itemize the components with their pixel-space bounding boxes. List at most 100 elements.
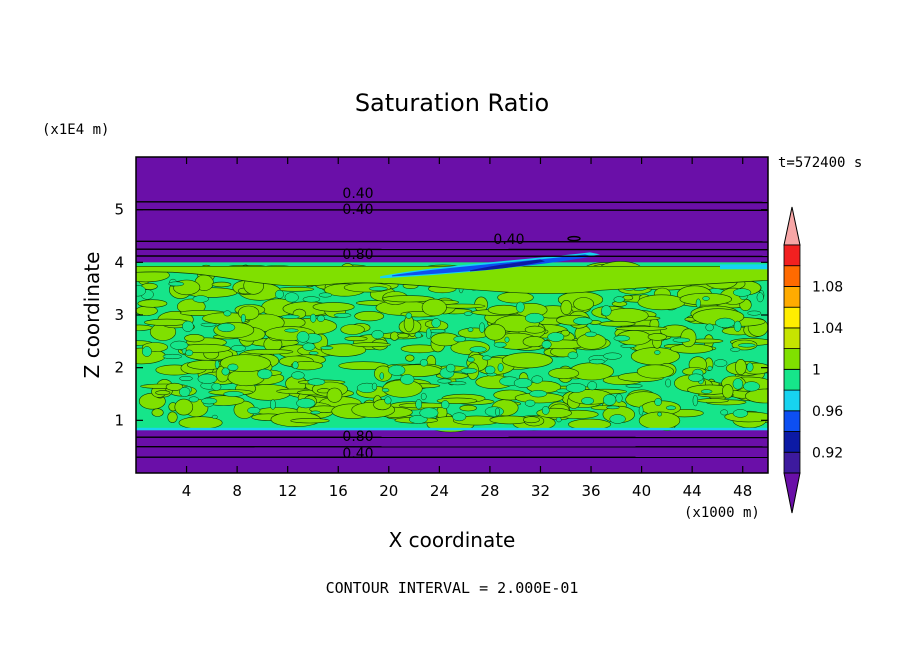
- moisture-cell: [493, 341, 507, 348]
- moisture-cell: [713, 359, 728, 367]
- moisture-cell: [481, 355, 492, 361]
- moisture-cell: [151, 408, 164, 417]
- moisture-cell: [221, 367, 230, 376]
- moisture-cell: [734, 358, 747, 375]
- moisture-cell: [497, 291, 534, 304]
- moisture-cell: [371, 330, 384, 340]
- x-tick-label: 44: [683, 482, 702, 500]
- moisture-cell: [227, 363, 239, 371]
- x-axis-ticks: 4 8 12 16 20 24 28 32 36 40 44 48: [182, 157, 752, 500]
- moisture-cell: [636, 364, 675, 379]
- x-tick-label: 28: [480, 482, 499, 500]
- y-tick-label: 3: [114, 306, 124, 324]
- contour-label-group: 0.40 0.40 0.40 0.80 0.80 0.40: [342, 186, 524, 462]
- x-tick-label: 16: [329, 482, 348, 500]
- moisture-cell: [421, 298, 447, 317]
- contour-line: [567, 235, 581, 242]
- moisture-cell: [211, 281, 232, 288]
- moisture-cell: [547, 332, 565, 342]
- moisture-cell: [408, 415, 428, 424]
- moisture-cell: [230, 344, 247, 352]
- moisture-cell: [269, 399, 276, 410]
- colorbar-swatch: [783, 306, 801, 329]
- moisture-cell: [136, 324, 153, 331]
- moisture-cell: [165, 382, 184, 391]
- colorbar-swatch: [783, 348, 801, 370]
- moisture-cell: [467, 327, 474, 333]
- moisture-cell: [168, 281, 185, 287]
- moisture-cell: [743, 381, 760, 392]
- moisture-cell: [397, 333, 410, 339]
- moisture-cell: [192, 295, 209, 303]
- y-tick-label: 5: [114, 201, 124, 219]
- upper-moist-band: [136, 265, 768, 294]
- colorbar-label: 0.96: [812, 404, 843, 420]
- moisture-cell: [484, 406, 504, 417]
- contour-line: [136, 248, 768, 251]
- moisture-cell: [290, 361, 324, 371]
- moisture-cell: [702, 296, 710, 301]
- moisture-cell: [290, 418, 330, 424]
- moisture-cell: [167, 411, 178, 423]
- moisture-cell: [504, 336, 510, 343]
- moisture-cell: [756, 292, 764, 303]
- y-axis-ticks: 1 2 3 4 5: [114, 201, 768, 429]
- moisture-cell: [692, 394, 698, 407]
- contour-label: 0.40: [342, 186, 373, 202]
- moisture-cell: [388, 364, 406, 376]
- contour-label: 0.40: [342, 202, 373, 218]
- moisture-cell: [745, 388, 768, 404]
- x-tick-label: 32: [531, 482, 550, 500]
- moisture-cell: [479, 322, 485, 333]
- x-tick-label: 48: [733, 482, 752, 500]
- moisture-cell: [162, 353, 183, 360]
- moisture-cell: [381, 295, 435, 303]
- moisture-cell: [598, 320, 636, 327]
- moisture-cell: [529, 390, 548, 398]
- moisture-cell: [613, 296, 625, 303]
- moisture-cell: [523, 416, 540, 424]
- contour-label: 0.40: [342, 446, 373, 462]
- moisture-cell: [732, 288, 752, 297]
- moisture-cell: [587, 381, 598, 391]
- x-tick-label: 8: [232, 482, 242, 500]
- moisture-cell: [431, 318, 441, 328]
- moisture-cell: [665, 378, 671, 388]
- colorbar-swatch: [783, 389, 801, 412]
- moisture-cell: [721, 384, 734, 399]
- moisture-cell: [244, 349, 294, 355]
- moisture-cell: [184, 334, 205, 343]
- moisture-cell: [211, 382, 222, 391]
- moisture-cell: [201, 397, 218, 405]
- colorbar-swatch: [783, 244, 801, 267]
- moisture-cell: [733, 320, 742, 332]
- moisture-cell: [384, 396, 392, 405]
- moisture-cell: [495, 407, 501, 417]
- moisture-cell: [223, 310, 232, 317]
- colorbar-label: 1.04: [812, 321, 843, 337]
- x-tick-label: 4: [182, 482, 192, 500]
- moisture-cell: [188, 396, 199, 403]
- moisture-cell: [326, 387, 343, 403]
- moisture-cell: [567, 351, 579, 360]
- moisture-cell: [405, 354, 415, 362]
- moisture-cell: [696, 398, 729, 403]
- moisture-cell: [603, 352, 622, 360]
- colorbar-label: 0.92: [812, 445, 843, 461]
- moisture-cell: [170, 340, 189, 350]
- moisture-cell: [497, 363, 504, 372]
- chart-title: Saturation Ratio: [355, 89, 549, 117]
- y-tick-label: 1: [114, 411, 124, 429]
- moisture-cell: [425, 327, 432, 340]
- moisture-cell: [589, 358, 606, 365]
- moisture-cell: [284, 292, 299, 303]
- moisture-cell: [601, 305, 612, 317]
- moisture-cell: [705, 323, 714, 332]
- moisture-cell: [414, 331, 422, 339]
- contour-line: [136, 208, 768, 211]
- moisture-cell: [602, 394, 617, 406]
- x-tick-label: 40: [632, 482, 651, 500]
- moisture-cell: [441, 400, 450, 409]
- moisture-cell: [565, 383, 587, 393]
- moisture-cell: [573, 317, 593, 325]
